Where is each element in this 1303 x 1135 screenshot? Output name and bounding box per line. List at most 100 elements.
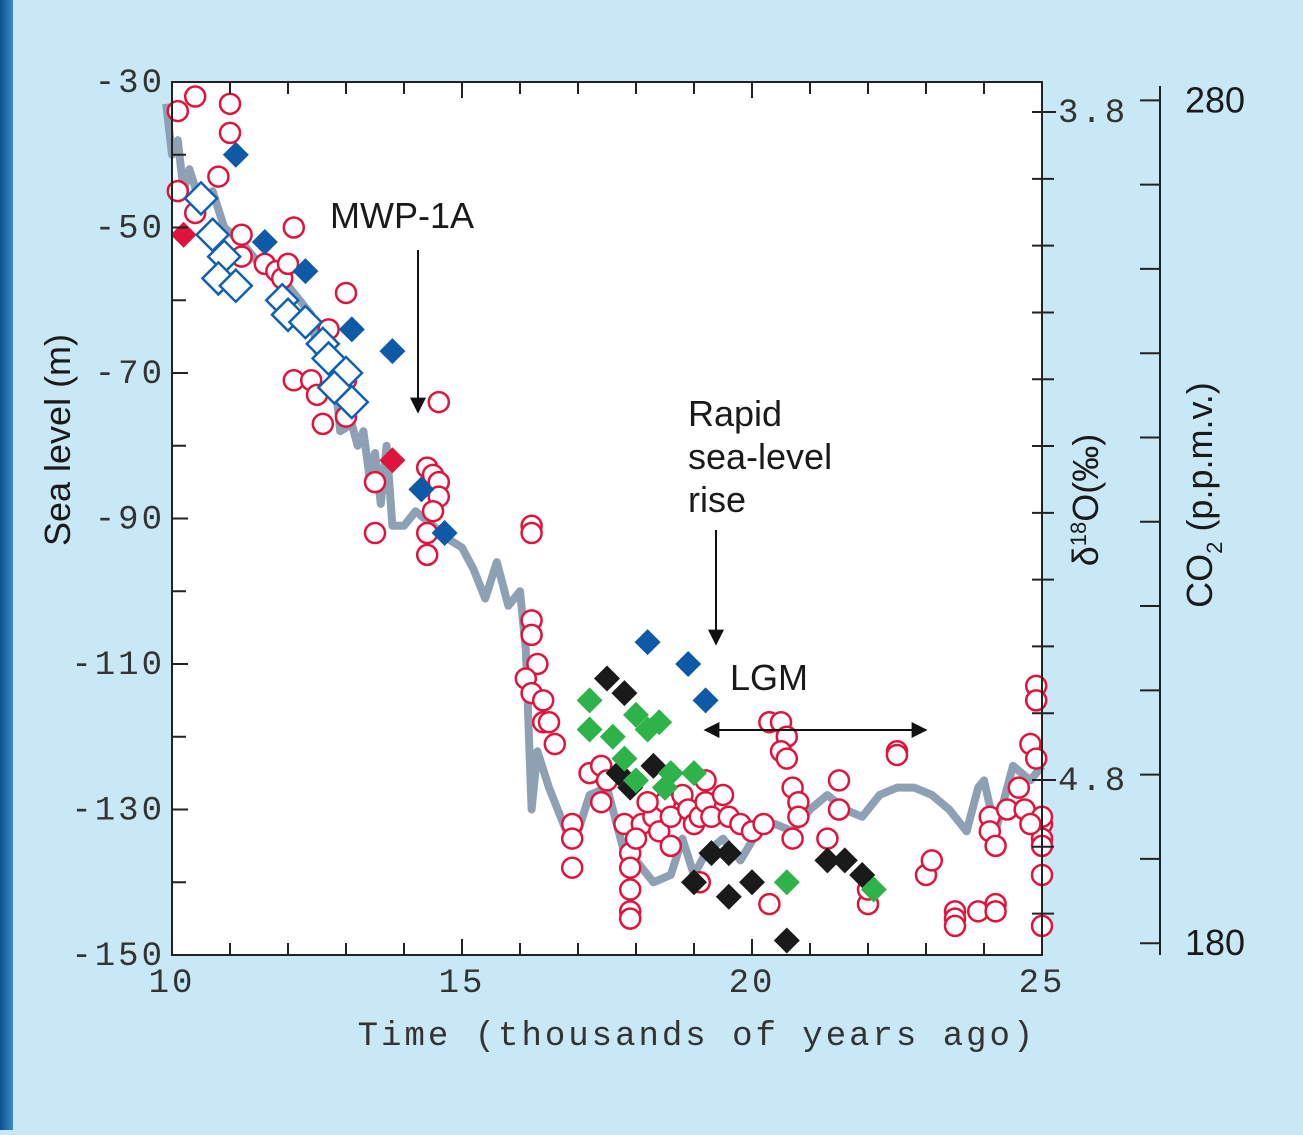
data-point [218, 267, 254, 304]
y2-label-part: δ [1065, 546, 1106, 566]
data-point [715, 840, 742, 867]
y2-tick-label: 3.8 [1058, 95, 1128, 133]
data-point [311, 412, 335, 436]
data-point [831, 847, 858, 874]
data-point [681, 869, 707, 896]
data-point [1019, 812, 1042, 836]
data-point [560, 827, 584, 850]
data-point [814, 847, 841, 874]
y2-tick-label: 4.8 [1058, 763, 1128, 801]
data-point [276, 252, 300, 276]
y3-tick-label: 280 [1185, 79, 1245, 120]
data-point [611, 745, 638, 772]
data-point [775, 747, 799, 770]
x-axis-label: Time (thousands of years ago) [358, 1018, 1037, 1056]
data-point [860, 876, 887, 903]
data-point [1024, 689, 1048, 712]
data-point [692, 687, 719, 714]
data-point [207, 165, 230, 188]
x-tick-label: 10 [149, 965, 196, 1003]
data-point [647, 820, 671, 843]
y2-label-part: O(‰) [1065, 434, 1106, 522]
data-point [251, 229, 278, 256]
data-point [421, 499, 445, 523]
data-point [431, 520, 458, 547]
data-point [520, 521, 543, 545]
side-strip [0, 0, 13, 1130]
data-point [773, 869, 800, 896]
data-point [681, 760, 707, 787]
data-point [415, 543, 439, 567]
data-point [752, 812, 775, 836]
y3-label-part: CO [1179, 554, 1220, 608]
y-tick-label: -50 [95, 211, 165, 249]
data-point [618, 907, 642, 930]
data-point [646, 709, 673, 736]
data-point [634, 629, 661, 656]
data-point [218, 121, 242, 145]
annotation: Rapid [688, 393, 782, 434]
data-point [758, 892, 781, 916]
plot-area [172, 82, 1042, 955]
data-point [659, 834, 683, 858]
y3-axis-label: CO2 (p.p.m.v.) [1179, 382, 1227, 608]
y2-axis-label: δ18O(‰) [1065, 434, 1106, 567]
data-point [379, 447, 406, 474]
y-tick-label: -70 [95, 356, 165, 394]
y-tick-label: -90 [95, 502, 165, 540]
data-point [218, 92, 242, 116]
data-point [183, 180, 219, 217]
data-point [984, 900, 1007, 923]
x-tick-label: 20 [729, 965, 776, 1003]
data-point [576, 716, 603, 743]
y-tick-label: -110 [71, 647, 165, 685]
data-point [287, 304, 324, 340]
data-point [943, 914, 967, 938]
data-point [576, 687, 603, 714]
data-point [623, 701, 649, 728]
data-point [222, 141, 249, 168]
x-tick-label: 25 [1019, 965, 1066, 1003]
data-point [715, 883, 742, 910]
data-point [363, 470, 387, 494]
annotation: rise [688, 479, 746, 520]
data-point [363, 521, 387, 545]
y3-label-sub: 2 [1202, 542, 1227, 554]
data-point [594, 665, 620, 692]
data-point [675, 651, 702, 677]
data-point [827, 769, 851, 792]
data-point [282, 216, 306, 239]
data-point [787, 805, 810, 829]
data-point [781, 827, 804, 850]
data-point [624, 827, 648, 850]
data-point [618, 878, 642, 901]
data-point [849, 861, 876, 888]
data-point [292, 258, 319, 285]
annotation: sea-level [688, 436, 832, 477]
data-point [334, 281, 358, 305]
data-point [618, 856, 642, 879]
data-point [920, 849, 944, 872]
data-point [543, 732, 567, 756]
data-point [698, 840, 725, 867]
y-tick-label: -130 [71, 793, 165, 831]
data-point [652, 774, 678, 801]
data-point [427, 390, 451, 414]
data-point [1024, 747, 1048, 770]
data-point [636, 790, 659, 814]
data-point [1007, 776, 1031, 799]
data-point [408, 476, 435, 503]
data-point [711, 783, 735, 807]
data-point [531, 689, 555, 712]
data-point [885, 743, 909, 767]
data-point [599, 723, 626, 750]
data-point [338, 316, 365, 343]
annotation: LGM [730, 657, 808, 698]
data-point [166, 99, 190, 123]
data-point [379, 338, 406, 365]
data-point [984, 834, 1007, 858]
data-point [611, 680, 638, 707]
data-point [183, 85, 207, 108]
